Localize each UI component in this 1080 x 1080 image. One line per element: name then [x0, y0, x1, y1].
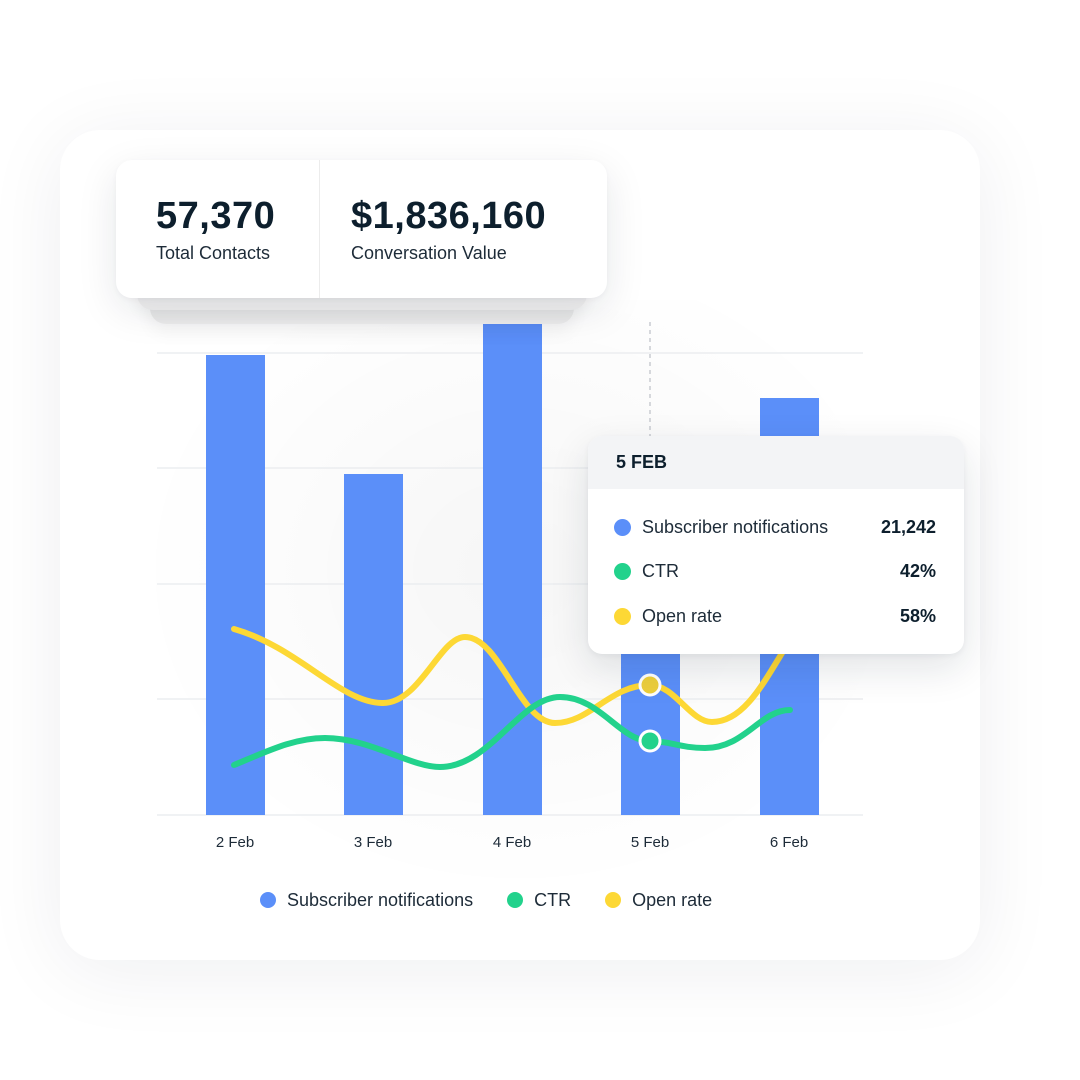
x-axis-label: 5 Feb	[630, 834, 670, 851]
ctr-line[interactable]	[231, 693, 793, 771]
tooltip-title: 5 FEB	[588, 436, 964, 489]
open-rate-line[interactable]	[231, 626, 793, 727]
stat-value: $1,836,160	[351, 194, 547, 237]
legend-label: CTR	[534, 889, 572, 910]
x-axis-label: 6 Feb	[769, 834, 809, 851]
tooltip-row-label: Open rate	[642, 605, 723, 626]
tooltip-row-ctr: CTR 42%	[614, 550, 936, 595]
tooltip-row-value: 42%	[899, 561, 936, 582]
chart-legend: Subscriber notifications CTR Open rate	[260, 888, 746, 912]
tooltip-row-value: 58%	[899, 605, 936, 626]
series-dot-icon	[614, 607, 631, 625]
stats-card: 57,370 Total Contacts $1,836,160 Convers…	[116, 160, 607, 298]
x-axis-label: 2 Feb	[215, 834, 255, 851]
bar-2-feb[interactable]	[206, 355, 265, 815]
bar-3-feb[interactable]	[344, 474, 403, 815]
stat-value: 57,370	[156, 194, 276, 237]
series-dot-icon	[614, 518, 631, 536]
legend-dot-icon	[507, 892, 524, 908]
stat-total-contacts: 57,370 Total Contacts	[116, 160, 320, 298]
bar-4-feb[interactable]	[483, 323, 542, 815]
x-axis-label: 4 Feb	[492, 834, 532, 851]
open-rate-point-5-feb[interactable]	[638, 673, 662, 697]
legend-item-open-rate[interactable]: Open rate	[605, 890, 712, 911]
chart-tooltip: 5 FEB Subscriber notifications 21,242 CT…	[588, 436, 964, 654]
series-dot-icon	[614, 563, 631, 581]
tooltip-row-label: CTR	[642, 561, 679, 582]
ctr-point-5-feb[interactable]	[638, 729, 662, 753]
stat-label: Total Contacts	[156, 242, 271, 263]
x-axis-label: 3 Feb	[353, 834, 393, 851]
tooltip-row-subscriber-notifications: Subscriber notifications 21,242	[614, 505, 936, 550]
legend-dot-icon	[260, 892, 276, 908]
tooltip-body: Subscriber notifications 21,242 CTR 42% …	[588, 489, 964, 639]
tooltip-row-label: Subscriber notifications	[642, 516, 829, 537]
legend-item-subscriber-notifications[interactable]: Subscriber notifications	[260, 890, 473, 911]
legend-label: Subscriber notifications	[287, 889, 474, 910]
stat-conversation-value: $1,836,160 Conversation Value	[320, 160, 546, 298]
legend-label: Open rate	[632, 889, 713, 910]
legend-dot-icon	[605, 892, 622, 908]
tooltip-row-value: 21,242	[880, 516, 936, 537]
stat-label: Conversation Value	[351, 242, 507, 263]
tooltip-row-open-rate: Open rate 58%	[614, 594, 936, 639]
legend-item-ctr[interactable]: CTR	[507, 890, 571, 911]
